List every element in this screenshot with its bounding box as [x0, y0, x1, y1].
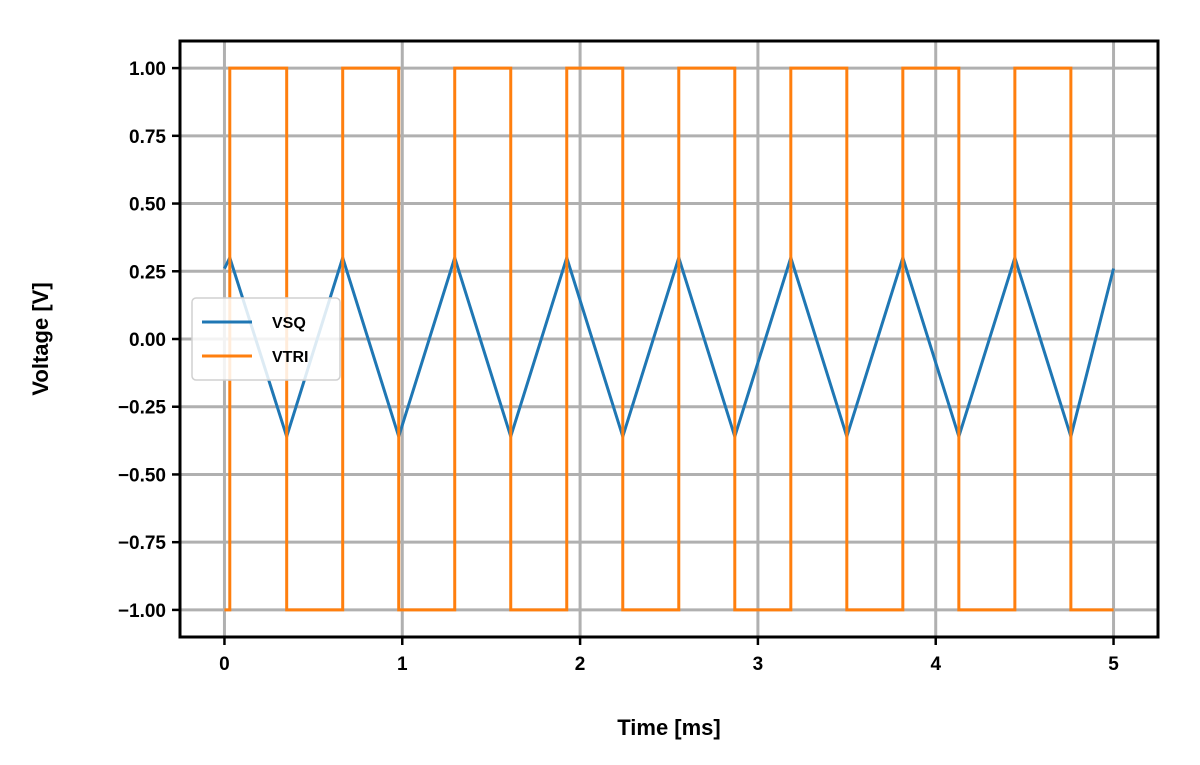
- series-line-vsq: [223, 252, 1116, 443]
- legend-label-vtri: VTRI: [272, 349, 308, 366]
- x-tick-label: 0: [219, 654, 230, 675]
- y-tick-label: −1.00: [118, 601, 166, 622]
- legend: VSQ VTRI: [191, 297, 341, 381]
- y-axis-label: Voltage [V]: [28, 282, 53, 395]
- y-tick-label: 0.00: [129, 330, 166, 351]
- y-tick-label: 0.75: [129, 127, 166, 148]
- y-tick-label: 1.00: [129, 59, 166, 80]
- legend-box: [191, 297, 341, 381]
- x-axis-label: Time [ms]: [617, 715, 721, 740]
- x-tick-label: 5: [1108, 654, 1119, 675]
- y-tick-label: −0.25: [118, 398, 167, 419]
- x-tick-label: 3: [753, 654, 764, 675]
- y-tick-label: 0.50: [129, 195, 166, 216]
- axis-ticks: 0 1 2 3 4 5 1.00 0.75 0.50 0.25 0.00 −0.25 −0.50 −0.7…: [118, 59, 1119, 675]
- series-line-vtri: [224, 66, 1114, 612]
- y-tick-label: −0.75: [118, 533, 167, 554]
- x-tick-label: 2: [575, 654, 586, 675]
- y-tick-label: 0.25: [129, 262, 166, 283]
- x-tick-label: 1: [397, 654, 408, 675]
- legend-label-vsq: VSQ: [272, 315, 306, 332]
- y-tick-label: −0.50: [118, 465, 166, 486]
- plot-area: [223, 66, 1116, 612]
- x-tick-label: 4: [930, 654, 941, 675]
